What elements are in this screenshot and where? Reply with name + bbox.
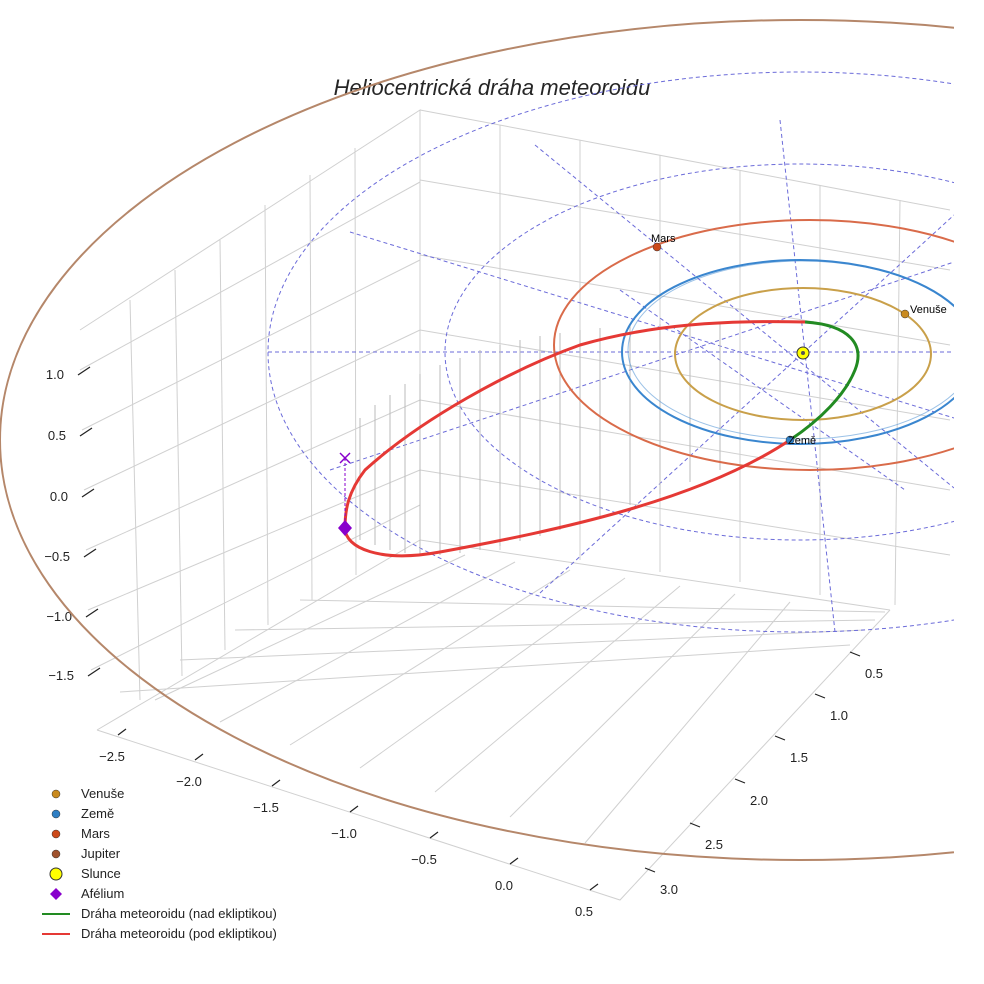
z-tick-mark [81,488,95,498]
ecliptic-ring [267,71,954,633]
legend-label: Jupiter [81,846,121,861]
pane-floor-back [419,539,891,611]
x-tick-label: −1.5 [253,800,279,815]
y-tick-mark [849,651,861,657]
jupiter-orbit [0,19,954,861]
ecliptic-spoke [779,119,836,633]
axis-panes [79,109,951,901]
mars-marker [652,242,662,252]
y-tick-mark [774,735,786,741]
pane-back-edge [419,109,951,211]
x-axis-ticks: −2.5 −2.0 −1.5 −1.0 −0.5 0.0 0.5 [99,728,599,919]
venus-orbit [674,287,932,421]
x-tick-mark [271,779,281,787]
z-tick-label: −1.0 [46,609,72,624]
mars-label: Mars [651,233,676,245]
aphelion-marker [338,520,352,536]
pane-floor-front [96,609,891,901]
ecliptic-spoke [349,231,954,419]
z-tick-mark [83,548,97,558]
ecliptic-spoke [539,214,954,594]
aphelion-projection-marker [339,452,351,464]
x-tick-mark [589,883,599,891]
meteoroid-path-above [789,320,860,442]
z-tick-label: 0.0 [50,489,68,504]
legend-marker [49,867,63,881]
y-tick-label: 2.5 [705,837,723,852]
z-tick-mark [87,667,101,677]
x-tick-label: −2.5 [99,749,125,764]
legend-marker [50,888,62,900]
legend-label: Země [81,806,114,821]
ecliptic-spoke [329,261,954,471]
y-tick-mark [734,778,746,784]
venus-label: Venuše [910,304,947,316]
z-tick-mark [85,608,99,618]
y-tick-label: 0.5 [865,666,883,681]
z-tick-mark [79,427,93,437]
x-tick-mark [509,857,519,865]
y-tick-label: 2.0 [750,793,768,808]
sun-center [801,351,805,355]
x-tick-label: −0.5 [411,852,437,867]
z-tick-label: −0.5 [44,549,70,564]
z-tick-label: 1.0 [46,367,64,382]
mars-orbit [553,219,954,471]
y-tick-mark [644,867,656,873]
ecliptic-spoke [534,144,954,489]
y-tick-label: 3.0 [660,882,678,897]
y-tick-label: 1.0 [830,708,848,723]
legend-marker [51,789,61,799]
projection-lines [359,322,721,555]
legend-label: Afélium [81,886,124,901]
earth-label: Země [788,435,816,447]
x-tick-mark [349,805,359,813]
legend-label: Mars [81,826,110,841]
legend-label: Venuše [81,786,124,801]
x-tick-mark [194,753,204,761]
x-tick-label: 0.0 [495,878,513,893]
x-tick-label: −2.0 [176,774,202,789]
z-tick-mark [77,366,91,376]
legend-label: Slunce [81,866,121,881]
earth-orbit [621,259,954,445]
x-tick-mark [429,831,439,839]
x-tick-label: 0.5 [575,904,593,919]
meteoroid-path-below [343,320,806,558]
z-tick-label: −1.5 [48,668,74,683]
x-tick-mark [117,728,127,736]
ecliptic-spoke [619,289,906,491]
ecliptic-ring [444,163,954,541]
legend-label: Dráha meteoroidu (nad ekliptikou) [81,906,277,921]
chart-title: Heliocentrická dráha meteoroidu [334,75,651,100]
y-tick-mark [814,693,826,699]
y-tick-mark [689,822,701,828]
legend-marker [51,849,61,859]
legend: Venuše Země Mars Jupiter Slunce Afélium Dráha … [42,786,277,941]
legend-marker [51,809,61,819]
legend-label: Dráha meteoroidu (pod ekliptikou) [81,926,277,941]
venus-marker [900,309,910,319]
legend-marker [51,829,61,839]
pane-left-edge [79,109,421,731]
x-tick-label: −1.0 [331,826,357,841]
z-axis-ticks: 1.0 0.5 0.0 −0.5 −1.0 −1.5 [44,366,101,683]
y-axis-ticks: 0.5 1.0 1.5 2.0 2.5 3.0 [644,651,883,897]
ecliptic-grid [267,71,954,633]
earth-marker [785,435,795,445]
y-tick-label: 1.5 [790,750,808,765]
z-tick-label: 0.5 [48,428,66,443]
earth-orbit-inner [627,260,954,440]
